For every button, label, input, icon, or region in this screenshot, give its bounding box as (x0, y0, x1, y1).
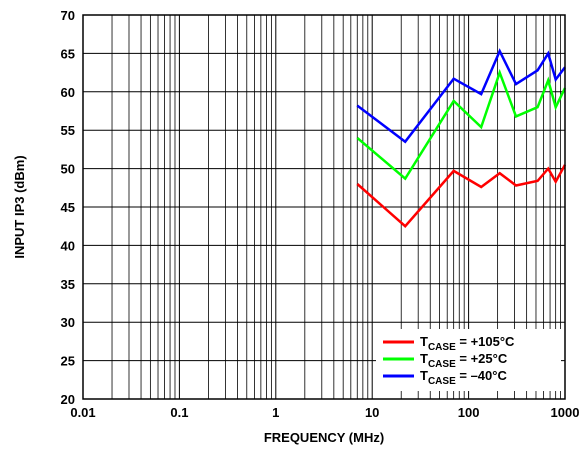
x-tick-label: 0.1 (170, 405, 188, 420)
y-tick-label: 45 (61, 200, 75, 215)
y-tick-labels: 20 25 30 35 40 45 50 55 60 65 70 (61, 8, 75, 407)
y-tick-label: 50 (61, 162, 75, 177)
plot-frame (82, 14, 566, 400)
y-tick-label: 60 (61, 85, 75, 100)
y-tick-label: 35 (61, 277, 75, 292)
x-tick-label: 1 (272, 405, 279, 420)
y-tick-label: 30 (61, 315, 75, 330)
y-tick-label: 25 (61, 354, 75, 369)
x-tick-label: 10 (365, 405, 379, 420)
y-tick-label: 55 (61, 123, 75, 138)
legend-label-3: TCASE = –40°C (420, 368, 507, 387)
x-tick-label: 1000 (551, 405, 580, 420)
y-tick-label: 40 (61, 238, 75, 253)
x-tick-label: 0.01 (70, 405, 95, 420)
series-lines (356, 48, 567, 228)
legend-label-1: TCASE = +105°C (420, 334, 515, 353)
x-axis-label: FREQUENCY (MHz) (264, 430, 384, 445)
y-axis-label: INPUT IP3 (dBm) (12, 155, 27, 258)
y-tick-label: 20 (61, 392, 75, 407)
x-tick-labels: 0.01 0.1 1 10 100 1000 (70, 405, 579, 420)
legend-label-2: TCASE = +25°C (420, 351, 508, 370)
series-line-1 (356, 164, 567, 228)
y-tick-label: 65 (61, 46, 75, 61)
y-tick-label: 70 (61, 8, 75, 23)
series-line-3 (356, 48, 566, 144)
series-line-2 (356, 68, 567, 181)
x-tick-label: 100 (458, 405, 480, 420)
